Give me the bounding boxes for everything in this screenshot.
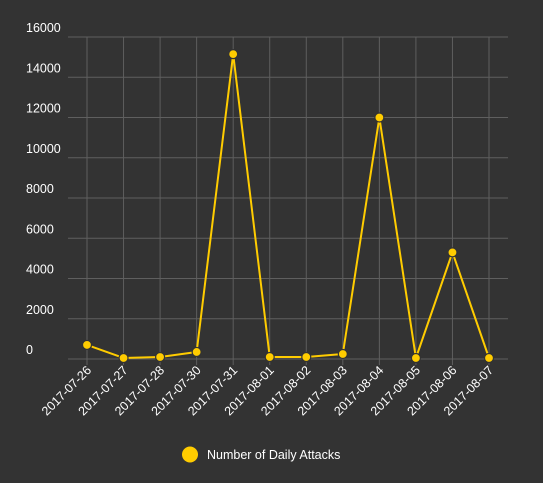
grid — [68, 36, 508, 365]
data-point — [81, 339, 93, 351]
y-tick-label: 14000 — [26, 61, 61, 75]
data-point — [337, 348, 348, 360]
legend-label: Number of Daily Attacks — [207, 448, 340, 462]
legend[interactable]: Number of Daily Attacks — [182, 446, 340, 463]
data-point — [191, 346, 202, 358]
data-point — [410, 352, 422, 364]
y-tick-label: 2000 — [26, 303, 54, 317]
data-point — [483, 352, 495, 364]
y-tick-label: 0 — [26, 343, 33, 357]
data-point — [374, 112, 385, 123]
data-point — [447, 247, 458, 258]
y-tick-label: 8000 — [26, 182, 54, 196]
y-tick-label: 16000 — [26, 21, 61, 35]
series-layer — [81, 49, 495, 364]
data-point — [264, 351, 275, 363]
y-tick-label: 12000 — [26, 102, 61, 116]
data-point — [154, 351, 166, 363]
data-point — [228, 49, 239, 60]
series-line — [86, 53, 490, 359]
data-point — [118, 352, 129, 364]
data-point — [301, 351, 312, 363]
legend-swatch — [182, 446, 198, 463]
y-tick-label: 4000 — [26, 263, 54, 277]
y-axis-ticks: 0 2000 4000 6000 8000 10000 12000 14000 16000 — [26, 21, 61, 357]
y-tick-label: 10000 — [26, 142, 61, 156]
y-tick-label: 6000 — [26, 222, 54, 236]
